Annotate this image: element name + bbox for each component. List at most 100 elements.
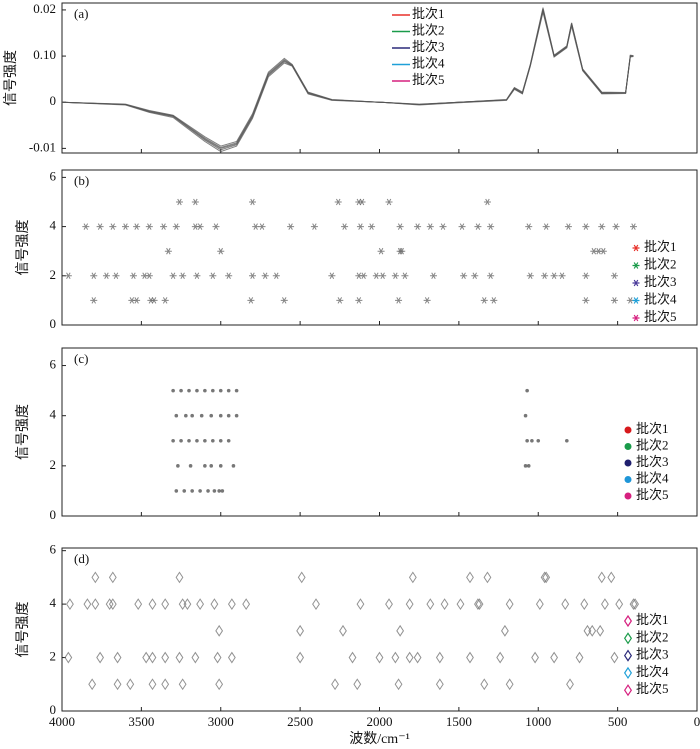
point bbox=[471, 272, 479, 280]
point bbox=[113, 651, 122, 664]
point bbox=[565, 438, 569, 443]
point bbox=[535, 598, 544, 611]
point bbox=[88, 678, 97, 691]
x-axis-label: 波数/cm⁻¹ bbox=[349, 731, 410, 747]
point bbox=[179, 272, 187, 280]
y-tick-label: 6 bbox=[50, 168, 57, 183]
y-tick-label: 4 bbox=[50, 218, 57, 233]
legend-label: 批次2 bbox=[636, 629, 669, 644]
point bbox=[134, 598, 143, 611]
point bbox=[385, 598, 393, 611]
point bbox=[398, 247, 406, 255]
point bbox=[566, 678, 574, 691]
legend-swatch bbox=[624, 459, 632, 467]
point bbox=[550, 651, 559, 664]
point bbox=[483, 198, 491, 206]
point bbox=[530, 438, 534, 443]
point bbox=[150, 297, 158, 304]
point bbox=[209, 272, 217, 280]
point bbox=[199, 413, 204, 418]
point bbox=[169, 272, 177, 280]
y-tick-label: 2 bbox=[50, 649, 57, 664]
point bbox=[582, 297, 590, 304]
point bbox=[203, 388, 207, 393]
point bbox=[126, 678, 135, 691]
point bbox=[252, 223, 260, 230]
point bbox=[558, 272, 566, 280]
point bbox=[133, 297, 141, 304]
point bbox=[615, 598, 624, 611]
point bbox=[66, 598, 74, 611]
point bbox=[160, 223, 168, 230]
point bbox=[176, 464, 180, 468]
legend-swatch bbox=[632, 297, 640, 304]
point bbox=[175, 571, 184, 584]
point bbox=[195, 438, 199, 443]
legend-swatch bbox=[624, 476, 632, 483]
point bbox=[218, 464, 223, 468]
point bbox=[129, 272, 137, 280]
point bbox=[336, 297, 344, 304]
point bbox=[630, 223, 637, 230]
point bbox=[395, 297, 403, 304]
point bbox=[523, 464, 528, 468]
point bbox=[523, 413, 528, 418]
point bbox=[474, 223, 482, 230]
point bbox=[105, 598, 114, 611]
point bbox=[582, 223, 590, 230]
point bbox=[480, 297, 488, 304]
point bbox=[501, 624, 509, 637]
point bbox=[261, 272, 269, 280]
point bbox=[183, 598, 192, 611]
point bbox=[113, 678, 122, 691]
point bbox=[112, 272, 120, 280]
point bbox=[597, 571, 606, 584]
point bbox=[561, 598, 570, 611]
point bbox=[456, 598, 465, 611]
y-tick-label: 4 bbox=[50, 595, 57, 610]
point bbox=[612, 223, 620, 230]
y-tick-label: 0.10 bbox=[33, 47, 56, 62]
legend-swatch bbox=[623, 632, 633, 645]
legend-label: 批次3 bbox=[636, 647, 669, 662]
point bbox=[220, 489, 225, 493]
point bbox=[435, 678, 444, 691]
point bbox=[525, 438, 529, 443]
point bbox=[328, 272, 336, 280]
point bbox=[190, 413, 194, 418]
legend-swatch bbox=[632, 314, 640, 322]
legend-swatch bbox=[632, 244, 640, 252]
point bbox=[631, 598, 639, 611]
point bbox=[401, 272, 409, 280]
point bbox=[161, 651, 170, 664]
point bbox=[460, 272, 468, 280]
point bbox=[610, 272, 618, 280]
legend-label: 批次5 bbox=[644, 309, 677, 324]
point bbox=[525, 223, 533, 230]
spectrum-line bbox=[61, 10, 634, 151]
point bbox=[487, 223, 495, 230]
point bbox=[356, 223, 364, 230]
point bbox=[182, 489, 187, 493]
point bbox=[466, 571, 474, 584]
point bbox=[297, 571, 306, 584]
point bbox=[483, 571, 492, 584]
point bbox=[542, 223, 550, 230]
point bbox=[505, 598, 514, 611]
point bbox=[341, 223, 349, 230]
point bbox=[191, 651, 200, 664]
point bbox=[249, 272, 256, 280]
point bbox=[339, 624, 347, 637]
point bbox=[385, 198, 393, 206]
point bbox=[218, 413, 223, 418]
point bbox=[480, 678, 489, 691]
legend-label: 批次2 bbox=[636, 437, 669, 452]
legend-label: 批次1 bbox=[636, 612, 669, 627]
point bbox=[148, 651, 157, 664]
point bbox=[466, 651, 474, 664]
point bbox=[408, 571, 417, 584]
plot-frame bbox=[61, 2, 698, 154]
point bbox=[227, 651, 236, 664]
point bbox=[405, 651, 414, 664]
